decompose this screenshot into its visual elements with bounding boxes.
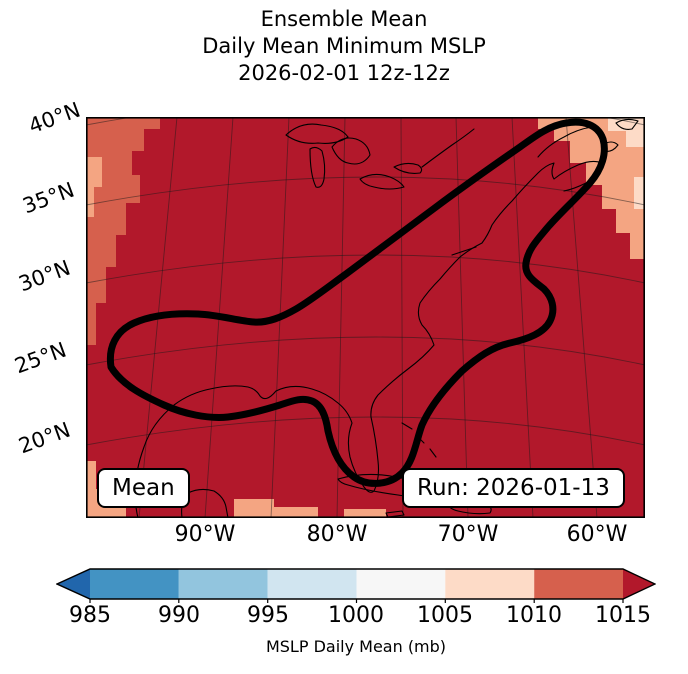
jamaica [385,510,405,518]
patch-northeast-light [538,117,645,259]
patch-south-light-2 [344,509,386,518]
lon-tick-80w: 80°W [306,522,368,547]
coast-long-island [451,246,477,256]
lat-tick-35n: 35°N [19,177,78,219]
title-line-2: Daily Mean Minimum MSLP [202,34,486,58]
lon-tick-60w: 60°W [566,522,628,547]
map-border [86,117,645,518]
colorbar-seg-1010-1015 [534,569,623,599]
cbar-tick-990: 990 [158,603,200,628]
mslp-patch-group [86,117,645,518]
meridian-65w [511,117,534,518]
lake-superior [285,123,349,144]
gulf-st-lawrence-shore [537,126,593,158]
colorbar-seg-995-1000 [267,569,357,599]
bahamas-1 [401,422,413,430]
cbar-tick-1005: 1005 [417,603,473,628]
mean-contour-path [106,118,608,487]
lat-tick-30n: 30°N [15,255,74,297]
colorbar-seg-1005-1010 [445,569,535,599]
st-lawrence [421,128,475,168]
colorbar-ticks [89,599,624,603]
cbar-tick-985: 985 [69,603,111,628]
colorbar [56,568,656,603]
patch-northeast-pale-2 [634,177,645,209]
bahamas-3 [429,448,437,458]
lat-tick-40n: 40°N [25,97,84,139]
lake-erie [359,173,405,190]
patch-northwest-salmon [86,117,160,345]
patch-northwest-light [86,157,102,217]
lat-tick-20n: 20°N [15,417,74,459]
cbar-tick-995: 995 [247,603,289,628]
parallel-20n [86,416,645,446]
run-annotation-box: Run: 2026-01-13 [402,468,625,508]
cbar-tick-1015: 1015 [595,603,651,628]
parallel-25n [86,336,645,366]
meridian-70w [455,117,469,518]
lat-tick-25n: 25°N [11,337,70,379]
lon-tick-70w: 70°W [437,522,499,547]
graticule [86,117,645,518]
colorbar-under-arrow [57,569,90,599]
map-axes [86,117,645,518]
coast-mainland [134,160,603,518]
colorbar-seg-1000-1005 [356,569,446,599]
mean-annotation-box: Mean [97,468,190,508]
map-canvas [86,117,645,518]
coastlines [134,118,639,518]
meridian-60w [565,117,598,518]
lake-huron [331,137,371,165]
cbar-tick-1010: 1010 [506,603,562,628]
meridian-80w [336,117,346,518]
colorbar-seg-985-990 [90,569,179,599]
plot-title: Ensemble Mean Daily Mean Minimum MSLP 20… [0,6,688,87]
colorbar-seg-990-995 [178,569,268,599]
patch-south-light [234,499,318,518]
lon-tick-90w: 90°W [174,522,236,547]
title-line-1: Ensemble Mean [260,7,428,31]
newfoundland-fragment [615,118,639,130]
colorbar-over-arrow [623,569,655,599]
title-line-3: 2026-02-01 12z-12z [238,61,450,85]
lake-ontario [393,162,423,174]
colorbar-axis-label: MSLP Daily Mean (mb) [265,637,447,656]
parallel-35n [86,176,645,206]
cbar-tick-1000: 1000 [328,603,384,628]
lake-michigan [309,146,326,188]
